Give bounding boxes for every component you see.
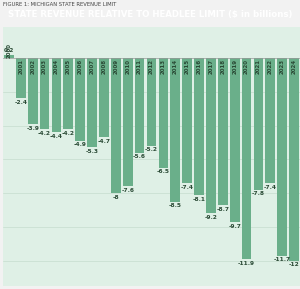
Text: -4.7: -4.7 <box>98 139 110 144</box>
Text: 2021: 2021 <box>256 59 261 74</box>
Bar <box>206 58 216 213</box>
Bar <box>75 58 85 141</box>
Text: 2014: 2014 <box>173 59 178 74</box>
Text: 2019: 2019 <box>232 59 237 74</box>
Text: -7.4: -7.4 <box>264 185 277 190</box>
Bar <box>289 58 299 261</box>
Text: 2013: 2013 <box>161 59 166 74</box>
Text: 2008: 2008 <box>101 59 106 74</box>
Text: 2005: 2005 <box>66 59 71 74</box>
Text: -6.5: -6.5 <box>157 169 170 175</box>
Text: -4.2: -4.2 <box>38 131 51 136</box>
Text: -8.5: -8.5 <box>169 203 182 208</box>
Bar <box>182 58 192 183</box>
Text: -4.9: -4.9 <box>74 142 87 147</box>
Text: -3.9: -3.9 <box>26 125 39 131</box>
Bar <box>28 58 38 124</box>
Text: 2002: 2002 <box>30 59 35 74</box>
Bar <box>64 58 73 129</box>
Bar <box>277 58 287 256</box>
Text: -9.7: -9.7 <box>228 224 241 229</box>
Bar <box>230 58 239 222</box>
Text: 2004: 2004 <box>54 59 59 74</box>
Text: 2023: 2023 <box>280 59 285 74</box>
Text: 2007: 2007 <box>90 59 94 74</box>
Text: -8.1: -8.1 <box>193 197 206 201</box>
Bar <box>4 55 14 58</box>
Text: 2015: 2015 <box>184 59 190 74</box>
Text: 2003: 2003 <box>42 59 47 74</box>
Bar <box>266 58 275 183</box>
Text: 2011: 2011 <box>137 59 142 74</box>
Text: 2000: 2000 <box>6 42 11 58</box>
Text: -8: -8 <box>112 195 119 200</box>
Text: -5.2: -5.2 <box>145 147 158 153</box>
Text: -4.2: -4.2 <box>62 131 75 136</box>
Text: -7.4: -7.4 <box>181 185 194 190</box>
Bar <box>99 58 109 137</box>
Text: 2022: 2022 <box>268 59 273 74</box>
Bar <box>218 58 228 205</box>
Bar <box>87 58 97 147</box>
Text: 2018: 2018 <box>220 59 225 74</box>
Text: -12: -12 <box>289 262 299 267</box>
Bar <box>111 58 121 193</box>
Bar <box>158 58 168 168</box>
Text: -11.9: -11.9 <box>238 261 255 266</box>
Text: -5.3: -5.3 <box>85 149 99 154</box>
Bar <box>242 58 251 259</box>
Text: -2.4: -2.4 <box>14 100 27 105</box>
Text: 2010: 2010 <box>125 59 130 74</box>
Text: 2016: 2016 <box>196 59 202 74</box>
Text: 2009: 2009 <box>113 59 119 74</box>
Text: STATE REVENUE RELATIVE TO HEADLEE LIMIT ($ in billions): STATE REVENUE RELATIVE TO HEADLEE LIMIT … <box>8 10 292 19</box>
Text: 2024: 2024 <box>292 59 297 74</box>
Text: 0.2: 0.2 <box>4 48 14 53</box>
Bar <box>170 58 180 202</box>
Text: 2012: 2012 <box>149 59 154 74</box>
Bar <box>147 58 156 146</box>
Text: -4.4: -4.4 <box>50 134 63 139</box>
Text: -11.7: -11.7 <box>274 257 291 262</box>
Bar <box>16 58 26 99</box>
Text: 2020: 2020 <box>244 59 249 74</box>
Bar <box>194 58 204 195</box>
Text: 2001: 2001 <box>18 59 23 74</box>
Bar <box>123 58 133 186</box>
Text: -9.2: -9.2 <box>205 215 217 220</box>
Bar <box>135 58 145 153</box>
Text: 2017: 2017 <box>208 59 213 74</box>
Text: -8.7: -8.7 <box>216 207 229 212</box>
Bar <box>40 58 50 129</box>
Bar <box>254 58 263 190</box>
Text: -5.6: -5.6 <box>133 154 146 159</box>
Text: FIGURE 1: MICHIGAN STATE REVENUE LIMIT: FIGURE 1: MICHIGAN STATE REVENUE LIMIT <box>3 2 116 7</box>
Text: 2006: 2006 <box>78 59 83 74</box>
Bar <box>52 58 61 132</box>
Text: -7.6: -7.6 <box>121 188 134 193</box>
Text: -7.8: -7.8 <box>252 191 265 197</box>
